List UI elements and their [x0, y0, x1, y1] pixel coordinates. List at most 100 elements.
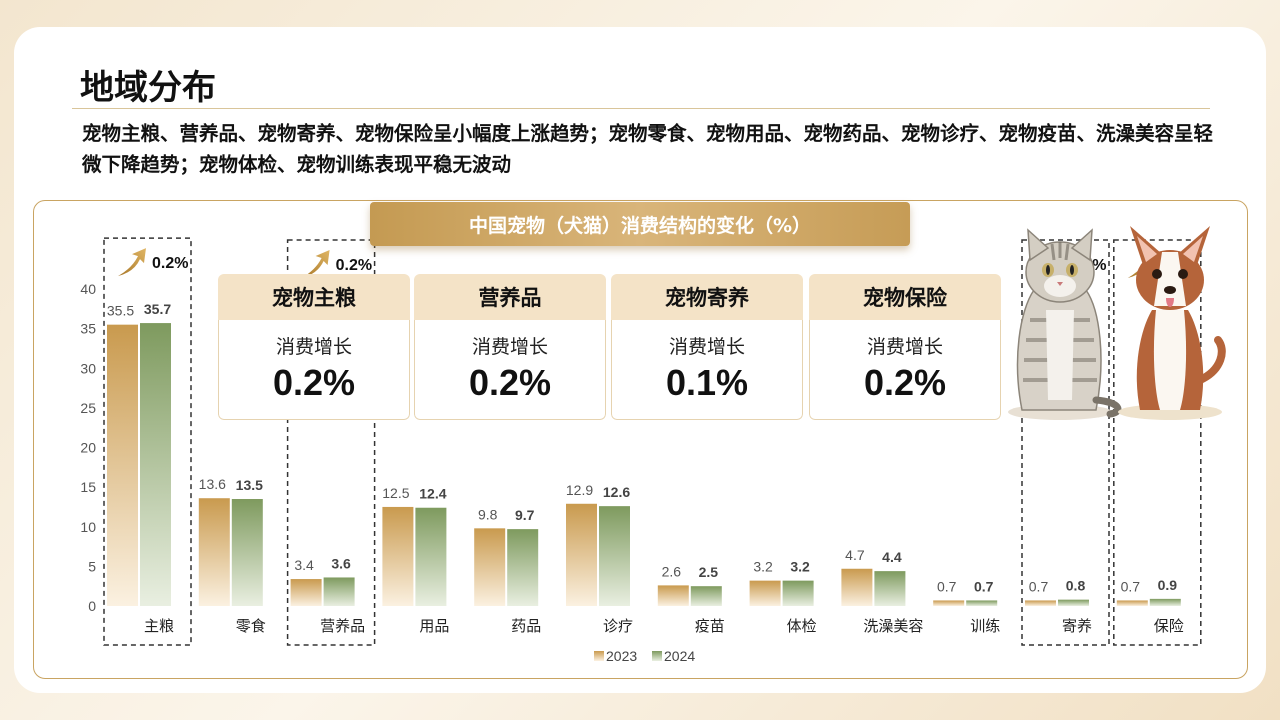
bar-2024	[782, 580, 814, 606]
data-label-2023: 12.9	[566, 482, 593, 498]
data-label-2023: 9.8	[478, 506, 498, 522]
data-label-2023: 0.7	[937, 578, 957, 594]
category-label: 营养品	[320, 617, 365, 635]
stat-card-value: 0.1%	[665, 362, 749, 403]
data-label-2024: 3.2	[790, 559, 810, 575]
y-tick-label: 15	[80, 479, 96, 495]
bar-2023	[474, 528, 506, 606]
data-label-2024: 0.8	[1066, 578, 1086, 594]
data-label-2024: 9.7	[515, 507, 535, 523]
bar-2024	[507, 529, 539, 606]
category-label: 洗澡美容	[863, 617, 923, 635]
bar-2023	[290, 579, 322, 606]
bar-2023	[841, 568, 873, 606]
category-label: 体检	[787, 617, 817, 635]
y-tick-label: 0	[88, 598, 96, 614]
bar-2023	[1025, 600, 1056, 606]
highlight-box	[103, 237, 192, 646]
y-tick-label: 30	[80, 360, 96, 376]
data-label-2024: 0.9	[1158, 577, 1178, 593]
data-label-2024: 3.6	[331, 555, 351, 571]
bar-2023	[1116, 600, 1148, 606]
data-label-2023: 12.5	[382, 485, 409, 501]
y-tick-label: 5	[88, 558, 96, 574]
bar-2023	[933, 600, 965, 606]
highlight-box	[1113, 239, 1202, 646]
bar-2023	[657, 585, 689, 606]
stat-card-value: 0.2%	[272, 362, 356, 403]
growth-label: 0.2%	[152, 255, 188, 272]
stat-card-boarding: 宠物寄养 消费增长 0.1%	[611, 274, 803, 420]
y-tick-label: 25	[80, 400, 96, 416]
growth-arrow-icon	[118, 248, 146, 277]
legend-swatch-2024	[652, 651, 662, 661]
highlight-box	[1021, 239, 1110, 646]
bar-2024	[231, 499, 263, 606]
data-label-2024: 0.7	[974, 578, 994, 594]
bar-2024	[874, 571, 906, 606]
bar-2023	[749, 580, 781, 606]
chart-frame	[33, 200, 1248, 679]
legend-label-2023: 2023	[606, 648, 637, 664]
data-label-2023: 13.6	[199, 476, 226, 492]
stat-card-label: 消费增长	[668, 336, 745, 358]
stat-card-main-food: 宠物主粮 消费增长 0.2%	[218, 274, 410, 420]
bars: 35.5 35.7 主粮 13.6 13.5 零食 3.4 3.6 营养品 12.5 12.4 用品 9…	[107, 301, 1184, 635]
bar-2024	[323, 577, 355, 606]
bar-2023	[198, 498, 230, 606]
data-label-2023: 0.7	[1029, 578, 1049, 594]
category-label: 主粮	[144, 617, 174, 635]
data-label-2024: 35.7	[144, 301, 171, 317]
page-title: 地域分布	[80, 68, 216, 108]
category-label: 疫苗	[695, 617, 725, 635]
highlight-box	[286, 239, 376, 646]
stat-card-title: 宠物主粮	[218, 274, 410, 320]
data-label-2023: 35.5	[107, 303, 134, 319]
data-label-2024: 4.4	[882, 549, 902, 565]
cat-illustration	[1008, 228, 1122, 420]
stat-card-insurance: 宠物保险 消费增长 0.2%	[809, 274, 1001, 420]
stat-card-title: 宠物保险	[809, 274, 1001, 320]
bar-2024	[690, 586, 722, 606]
data-label-2024: 13.5	[236, 477, 263, 493]
y-tick-label: 35	[80, 321, 96, 337]
bar-2024	[415, 507, 447, 606]
bar-2024	[1149, 598, 1181, 606]
bar-2023	[566, 503, 597, 606]
bar-2024	[140, 323, 171, 606]
bar-2024	[966, 600, 998, 606]
data-label-2023: 0.7	[1121, 578, 1141, 594]
category-label: 用品	[419, 617, 449, 635]
page-subtitle: 宠物主粮、营养品、宠物寄养、宠物保险呈小幅度上涨趋势；宠物零食、宠物用品、宠物药…	[82, 122, 1214, 176]
bar-2024	[599, 506, 630, 606]
chart-legend: 2023 2024	[594, 648, 695, 664]
category-label: 诊疗	[603, 617, 633, 635]
bar-2023	[107, 324, 138, 606]
y-tick-label: 20	[80, 440, 96, 456]
category-label: 训练	[970, 617, 1000, 635]
legend-swatch-2023	[594, 651, 604, 661]
stat-card-value: 0.2%	[863, 362, 947, 403]
data-label-2023: 3.2	[753, 559, 773, 575]
stat-card-title: 营养品	[414, 274, 606, 320]
data-label-2024: 12.4	[419, 486, 446, 502]
y-axis: 0 5 10 15 20 25 30 35 40	[80, 281, 96, 614]
y-tick-label: 40	[80, 281, 96, 297]
bar-2023	[382, 506, 414, 606]
category-label: 药品	[511, 617, 541, 635]
category-label: 寄养	[1062, 617, 1092, 635]
data-label-2024: 2.5	[699, 564, 719, 580]
data-label-2023: 3.4	[294, 557, 314, 573]
category-label: 零食	[236, 617, 266, 635]
legend-label-2024: 2024	[664, 648, 695, 664]
growth-arrow-icon	[301, 250, 330, 278]
data-label-2023: 2.6	[662, 563, 682, 579]
stat-card-label: 消费增长	[275, 336, 352, 358]
category-label: 保险	[1154, 617, 1184, 635]
data-label-2024: 12.6	[603, 484, 630, 500]
y-tick-label: 10	[80, 519, 96, 535]
stat-card-value: 0.2%	[468, 362, 552, 403]
stat-card-label: 消费增长	[471, 336, 548, 358]
growth-label: 0.2%	[336, 257, 372, 274]
